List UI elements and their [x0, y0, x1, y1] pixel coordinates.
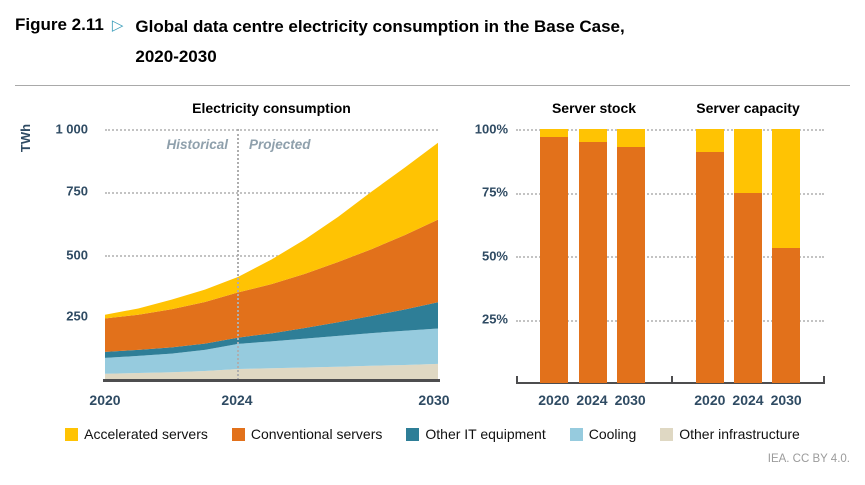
gridline — [516, 129, 824, 131]
bar-segment-accelerated — [540, 129, 568, 137]
historical-projected-divider — [237, 129, 239, 380]
x-tick-2020: 2020 — [694, 392, 726, 408]
gridline — [516, 256, 824, 258]
y-tick-500: 500 — [66, 247, 88, 263]
bar-segment-conventional — [734, 192, 762, 383]
axis-tick — [671, 376, 673, 384]
gridline — [516, 192, 824, 195]
bar-segment-conventional — [578, 141, 607, 383]
x-tick-2020: 2020 — [538, 392, 570, 408]
legend-label: Conventional servers — [250, 426, 383, 442]
x-tick-2030: 2030 — [614, 392, 646, 408]
gridline — [516, 319, 824, 322]
figure-title: Global data centre electricity consumpti… — [135, 12, 624, 72]
server-stock-x-labels: 2020 2024 2030 — [538, 392, 645, 408]
legend-item-accelerated: Accelerated servers — [65, 426, 208, 442]
gridline — [105, 191, 438, 194]
bar-segment-accelerated — [696, 129, 724, 152]
projected-annotation: Projected — [249, 137, 311, 152]
server-capacity-title: Server capacity — [696, 100, 800, 116]
header-divider-line — [15, 85, 850, 86]
bar-segment-accelerated — [617, 129, 645, 147]
x-tick-2030: 2030 — [770, 392, 802, 408]
server-stock-title: Server stock — [551, 100, 637, 116]
stacked-bar-server_capacity-2024 — [734, 129, 762, 383]
x-tick-2030: 2030 — [418, 392, 450, 408]
area-band-cooling — [105, 328, 438, 374]
bar-segment-conventional — [772, 248, 800, 383]
conventional-servers-swatch-icon — [231, 427, 245, 441]
bar-segment-conventional — [696, 151, 724, 383]
area-band-other_it — [105, 302, 438, 358]
server-bars-plot — [516, 129, 824, 383]
legend-label: Other IT equipment — [425, 426, 546, 442]
axis-tick — [823, 376, 825, 384]
legend: Accelerated servers Conventional servers… — [15, 426, 850, 442]
triangle-marker-icon: ▷ — [111, 16, 124, 34]
bar-segment-accelerated — [734, 129, 762, 193]
server-capacity-x-labels: 2020 2024 2030 — [694, 392, 801, 408]
gridline — [105, 254, 438, 257]
stacked-bar-server_capacity-2020 — [696, 129, 724, 383]
bar-segment-accelerated — [772, 129, 800, 249]
y-tick-750: 750 — [66, 183, 88, 199]
figure-title-line1: Global data centre electricity consumpti… — [135, 17, 625, 36]
bar-segment-conventional — [617, 146, 645, 383]
y-tick-75pct: 75% — [481, 184, 508, 200]
legend-label: Accelerated servers — [84, 426, 208, 442]
y-tick-250: 250 — [66, 308, 88, 324]
stacked-bar-server_capacity-2030 — [772, 129, 800, 383]
legend-label: Cooling — [588, 426, 637, 442]
figure-header: Figure 2.11 ▷ Global data centre electri… — [15, 12, 625, 72]
other-it-equipment-swatch-icon — [406, 427, 420, 441]
area-band-other_infra — [105, 363, 438, 380]
cooling-swatch-icon — [569, 427, 583, 441]
y-tick-1000: 1 000 — [55, 121, 88, 137]
legend-label: Other infrastructure — [679, 426, 800, 442]
legend-item-cooling: Cooling — [569, 426, 637, 442]
left-chart-title: Electricity consumption — [192, 100, 351, 116]
right-x-axis-line — [516, 382, 825, 384]
area-band-conventional — [105, 219, 438, 352]
stacked-bar-server_stock-2030 — [617, 129, 645, 383]
legend-item-other-it: Other IT equipment — [406, 426, 546, 442]
y-tick-100pct: 100% — [474, 121, 508, 137]
x-tick-2024: 2024 — [221, 392, 253, 408]
accelerated-servers-swatch-icon — [65, 427, 79, 441]
legend-item-conventional: Conventional servers — [231, 426, 383, 442]
y-tick-50pct: 50% — [481, 248, 508, 264]
server-capacity-bar-group — [696, 129, 800, 383]
x-tick-2024: 2024 — [732, 392, 764, 408]
area-chart-svg — [105, 142, 438, 380]
other-infrastructure-swatch-icon — [660, 427, 674, 441]
server-stock-bar-group — [540, 129, 645, 383]
x-tick-2024: 2024 — [576, 392, 608, 408]
x-tick-2020: 2020 — [89, 392, 121, 408]
source-credit: IEA. CC BY 4.0. — [767, 453, 850, 465]
axis-tick — [516, 376, 518, 384]
stacked-bar-server_stock-2024 — [578, 129, 607, 383]
bar-segment-conventional — [540, 136, 568, 383]
electricity-consumption-plot — [105, 129, 438, 380]
figure-number: Figure 2.11 — [15, 15, 104, 34]
y-tick-25pct: 25% — [481, 311, 508, 327]
bar-segment-accelerated — [578, 129, 607, 142]
gridline — [105, 129, 438, 131]
legend-item-other-infrastructure: Other infrastructure — [660, 426, 800, 442]
stacked-bar-server_stock-2020 — [540, 129, 568, 383]
area-band-accelerated — [105, 142, 438, 319]
figure-title-line2: 2020-2030 — [135, 47, 217, 66]
left-x-axis-line — [103, 379, 440, 382]
historical-annotation: Historical — [166, 137, 228, 152]
